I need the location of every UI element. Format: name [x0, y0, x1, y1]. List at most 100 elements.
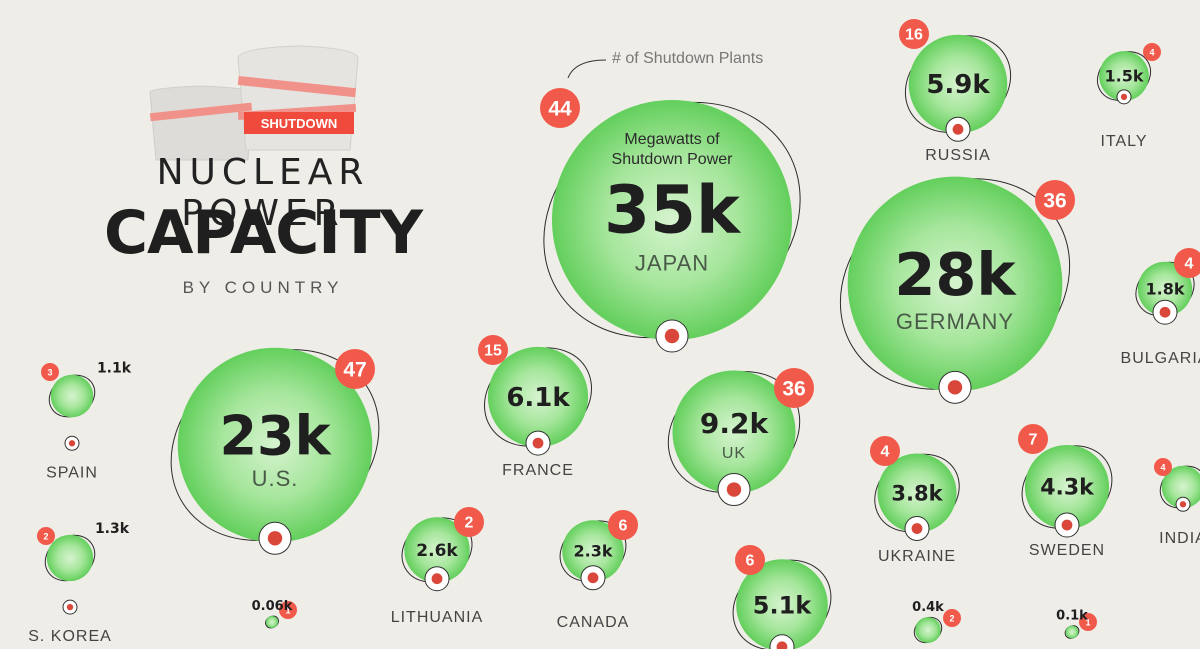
flag-emblem-japan [664, 328, 680, 344]
bubble-italy [1099, 51, 1149, 101]
mw-value-u-s: 23k [219, 405, 331, 468]
plants-badge-value-unlabeled-6: 6 [746, 553, 755, 570]
plants-badge-russia [899, 19, 929, 49]
plants-badge-value-russia: 16 [905, 27, 923, 44]
plants-badge-value-sweden: 7 [1029, 432, 1038, 449]
bubble-spain [50, 374, 94, 418]
plants-badge-s-korea [37, 527, 55, 545]
bubble-unlabeled-6 [736, 559, 828, 649]
flag-emblem-spain [68, 440, 76, 447]
flag-emblem-s-korea [66, 603, 74, 611]
plants-badge-value-s-korea: 2 [43, 531, 48, 541]
bubble-russia [908, 34, 1008, 134]
flag-emblem-bulgaria [1159, 306, 1171, 318]
plants-badge-canada [608, 510, 638, 540]
plants-badge-unlabeled-17 [1079, 613, 1097, 631]
plants-badge-value-germany: 36 [1043, 190, 1066, 213]
mw-value-uk: 9.2k [700, 407, 770, 440]
plants-badge-unlabeled-16 [943, 609, 961, 627]
plants-badge-japan [540, 88, 580, 128]
mw-value-japan: 35k [604, 172, 742, 249]
plants-badge-value-unlabeled-18: 1 [285, 605, 290, 615]
country-label-u-s: U.S. [252, 466, 299, 491]
plants-badge-value-bulgaria: 4 [1185, 256, 1194, 273]
plants-badge-spain [41, 363, 59, 381]
mw-value-france: 6.1k [506, 383, 570, 413]
country-label-japan: JAPAN [635, 250, 709, 275]
mw-value-unlabeled-6: 5.1k [753, 591, 813, 619]
plants-badge-value-spain: 3 [47, 367, 52, 377]
plants-badge-value-unlabeled-16: 2 [949, 613, 954, 623]
bubble-india [1161, 465, 1200, 509]
mw-value-lithuania: 2.6k [416, 541, 458, 561]
flag-emblem-germany [947, 380, 963, 395]
mw-value-italy: 1.5k [1105, 67, 1144, 86]
plants-badge-value-u-s: 47 [343, 359, 366, 382]
country-label-uk: UK [722, 445, 746, 462]
country-label-russia: RUSSIA [925, 147, 991, 164]
title-line-2: CAPACITY [103, 198, 423, 268]
country-label-germany: GERMANY [896, 309, 1014, 334]
country-label-canada: CANADA [557, 614, 630, 631]
flag-emblem-uk [726, 482, 742, 497]
bubble-ukraine [877, 453, 957, 533]
flag-emblem-unlabeled-6 [776, 641, 788, 649]
flag-emblem-sweden [1061, 519, 1073, 531]
bubble-uk [672, 370, 796, 494]
mw-value-unlabeled-17: 0.1k [1056, 609, 1088, 624]
tape-stripe [237, 75, 357, 98]
mw-value-ukraine: 3.8k [891, 481, 943, 505]
shutdown-sign [244, 112, 354, 134]
mw-value-bulgaria: 1.8k [1146, 280, 1185, 299]
flag-emblem-ukraine [911, 523, 923, 534]
bubble-lithuania [404, 517, 470, 583]
mw-value-germany: 28k [894, 240, 1017, 309]
flag-emblem-italy [1120, 93, 1128, 100]
legend-mw-note-1: Megawatts of [624, 131, 720, 148]
mw-value-spain: 1.1k [97, 361, 132, 377]
cooling-towers-illustration [149, 45, 359, 161]
plants-badge-value-italy: 4 [1149, 47, 1154, 57]
plants-badge-value-ukraine: 4 [881, 444, 890, 461]
plants-badge-france [478, 335, 508, 365]
plants-badge-uk [774, 368, 814, 408]
plants-badge-italy [1143, 43, 1161, 61]
plants-badge-sweden [1018, 424, 1048, 454]
bubble-s-korea [46, 534, 94, 582]
flag-emblem-lithuania [431, 573, 443, 585]
mw-value-unlabeled-16: 0.4k [912, 600, 944, 615]
bubble-france [487, 346, 589, 448]
bubble-sweden [1024, 444, 1110, 530]
title-line-1: NUCLEAR POWER [156, 152, 370, 234]
mw-value-unlabeled-18: 0.06k [252, 599, 293, 614]
country-label-india: INDIA [1159, 530, 1200, 547]
bubble-bulgaria [1137, 261, 1193, 317]
country-label-sweden: SWEDEN [1029, 542, 1105, 559]
plants-badge-value-canada: 6 [619, 518, 628, 535]
plants-badge-value-uk: 36 [782, 378, 805, 401]
country-label-s-korea: S. KOREA [28, 628, 112, 645]
shutdown-sign-text: SHUTDOWN [261, 116, 338, 131]
plants-badge-u-s [335, 349, 375, 389]
country-label-spain: SPAIN [46, 464, 98, 481]
flag-emblem-u-s [267, 531, 283, 546]
flag-emblem-france [532, 437, 544, 449]
mw-value-sweden: 4.3k [1040, 476, 1095, 501]
bubble-u-s [177, 347, 373, 543]
plants-badge-unlabeled-6 [735, 545, 765, 575]
plants-badge-value-france: 15 [484, 343, 502, 360]
plants-badge-value-japan: 44 [548, 98, 572, 121]
country-label-lithuania: LITHUANIA [391, 609, 484, 626]
tape-stripe [149, 102, 253, 122]
plants-badge-value-india: 4 [1160, 462, 1165, 472]
plants-badge-value-unlabeled-17: 1 [1085, 617, 1090, 627]
legend-mw-note-2: Shutdown Power [612, 151, 734, 168]
mw-value-canada: 2.3k [574, 542, 613, 561]
plants-badge-bulgaria [1174, 248, 1200, 278]
mw-value-s-korea: 1.3k [95, 521, 130, 537]
legend-pointer [567, 59, 607, 79]
plants-badge-germany [1035, 180, 1075, 220]
flag-emblem-russia [952, 123, 964, 135]
bubble-japan [552, 100, 792, 340]
